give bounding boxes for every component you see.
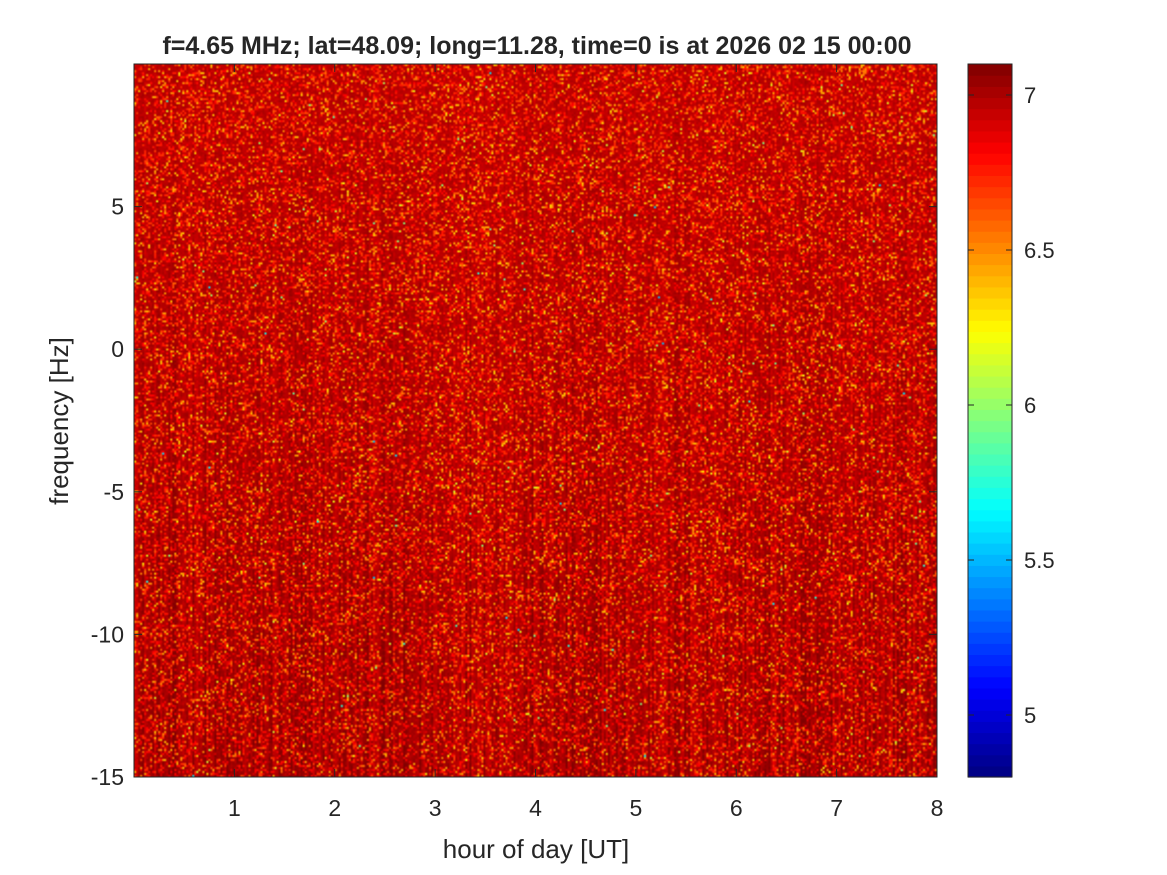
colorbar-tick-label: 6 (1024, 393, 1036, 418)
colorbar-band (968, 721, 1012, 734)
colorbar-band (968, 654, 1012, 667)
colorbar-band (968, 331, 1012, 344)
colorbar-band (968, 219, 1012, 232)
y-tick-label: 5 (111, 194, 124, 220)
colorbar-band (968, 253, 1012, 266)
x-tick-label: 7 (830, 795, 843, 821)
colorbar-band (968, 309, 1012, 321)
colorbar-band (968, 197, 1012, 210)
colorbar-band (968, 175, 1012, 188)
colorbar-band (968, 531, 1012, 544)
colorbar-band (968, 141, 1012, 154)
colorbar-band (968, 375, 1012, 388)
colorbar-band (968, 676, 1012, 689)
colorbar: 5 5.5 6 6.5 7 (967, 63, 1055, 778)
colorbar-band (968, 97, 1012, 110)
colorbar-band (968, 242, 1012, 254)
colorbar-band (968, 297, 1012, 310)
y-tick-label: -5 (104, 479, 124, 505)
colorbar-band (968, 86, 1012, 99)
colorbar-band (968, 208, 1012, 221)
x-axis-ticks: 1 2 3 4 5 6 7 8 (228, 64, 943, 821)
colorbar-band (968, 453, 1012, 466)
plot-area (133, 63, 938, 778)
colorbar-tick-label: 7 (1024, 83, 1036, 108)
colorbar-band (968, 264, 1012, 277)
colorbar-band (968, 387, 1012, 399)
colorbar-band (968, 598, 1012, 611)
colorbar-band (968, 431, 1012, 444)
colorbar-band (968, 487, 1012, 500)
colorbar-band (968, 398, 1012, 410)
colorbar-band (968, 320, 1012, 332)
colorbar-band (968, 632, 1012, 644)
colorbar-band (968, 754, 1012, 767)
colorbar-band (968, 465, 1012, 477)
colorbar-band (968, 743, 1012, 756)
colorbar-band (968, 587, 1012, 600)
colorbar-band (968, 710, 1012, 722)
colorbar-band (968, 665, 1012, 678)
colorbar-band (968, 509, 1012, 522)
colorbar-band (968, 476, 1012, 488)
y-tick-label: -10 (91, 621, 124, 647)
colorbar-band (968, 64, 1012, 76)
x-tick-label: 1 (228, 795, 241, 821)
colorbar-band (968, 164, 1012, 177)
x-axis-label: hour of day [UT] (443, 834, 629, 864)
colorbar-band (968, 342, 1012, 355)
colorbar-band (968, 108, 1012, 121)
colorbar-band (968, 765, 1012, 778)
chart-title: f=4.65 MHz; lat=48.09; long=11.28, time=… (162, 32, 911, 60)
colorbar-band (968, 409, 1012, 422)
colorbar-band (968, 609, 1012, 622)
colorbar-band (968, 231, 1012, 243)
colorbar-band (968, 699, 1012, 711)
colorbar-band (968, 130, 1012, 143)
colorbar-band (968, 119, 1012, 132)
colorbar-tick-label: 5.5 (1024, 548, 1055, 573)
colorbar-band (968, 565, 1012, 578)
colorbar-gradient (968, 64, 1012, 778)
colorbar-tick-label: 5 (1024, 703, 1036, 728)
colorbar-band (968, 275, 1012, 288)
colorbar-band (968, 442, 1012, 455)
colorbar-band (968, 643, 1012, 656)
y-axis-ticks: -15 -10 -5 0 5 (91, 194, 937, 790)
x-tick-label: 8 (931, 795, 944, 821)
colorbar-band (968, 498, 1012, 511)
colorbar-band (968, 554, 1012, 566)
colorbar-band (968, 576, 1012, 589)
heatmap-image (134, 64, 937, 777)
colorbar-tick-label: 6.5 (1024, 238, 1055, 263)
colorbar-band (968, 732, 1012, 745)
colorbar-band (968, 75, 1012, 87)
colorbar-band (968, 153, 1012, 165)
x-tick-label: 5 (629, 795, 642, 821)
colorbar-frame (967, 63, 1013, 778)
colorbar-band (968, 353, 1012, 366)
x-tick-label: 2 (328, 795, 341, 821)
y-tick-label: -15 (91, 764, 124, 790)
colorbar-band (968, 420, 1012, 433)
y-axis-label: frequency [Hz] (44, 337, 74, 505)
colorbar-band (968, 364, 1012, 377)
colorbar-band (968, 543, 1012, 555)
colorbar-band (968, 186, 1012, 199)
x-tick-label: 4 (529, 795, 542, 821)
colorbar-band (968, 621, 1012, 633)
colorbar-ticks: 5 5.5 6 6.5 7 (968, 83, 1055, 728)
colorbar-band (968, 286, 1012, 299)
colorbar-band (968, 520, 1012, 533)
y-tick-label: 0 (111, 336, 124, 362)
colorbar-band (968, 687, 1012, 700)
x-tick-label: 6 (730, 795, 743, 821)
x-tick-label: 3 (429, 795, 442, 821)
